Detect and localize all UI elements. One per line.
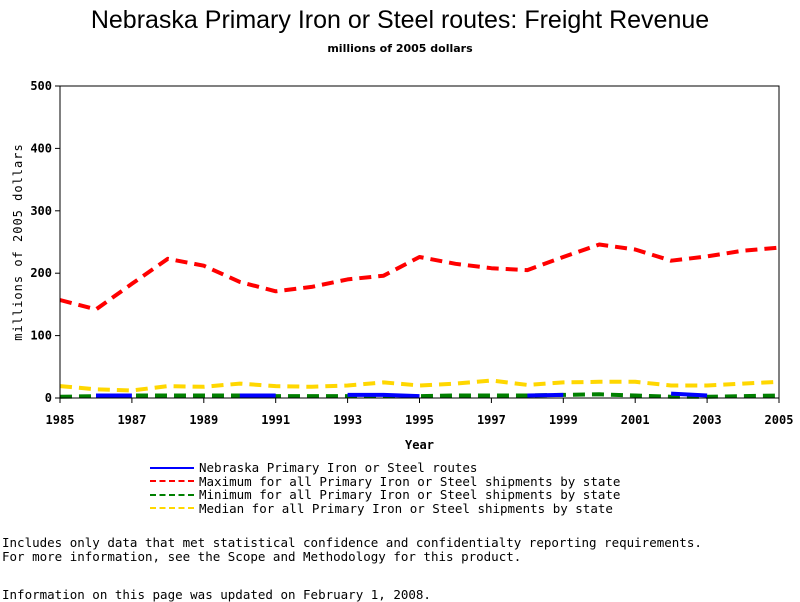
legend-swatch xyxy=(150,507,194,510)
legend-label: Minimum for all Primary Iron or Steel sh… xyxy=(199,487,621,502)
legend-swatch xyxy=(150,480,194,483)
legend-item: Median for all Primary Iron or Steel shi… xyxy=(150,500,620,516)
series-line xyxy=(59,242,780,312)
series-line xyxy=(59,392,780,399)
x-tick-label: 1991 xyxy=(261,413,290,427)
x-tick-label: 2005 xyxy=(765,413,794,427)
series-line xyxy=(59,378,780,393)
legend: Nebraska Primary Iron or Steel routes Ma… xyxy=(150,461,620,515)
x-tick-label: 1997 xyxy=(477,413,506,427)
x-tick-label: 1987 xyxy=(117,413,146,427)
series-line xyxy=(527,392,564,398)
x-tick-label: 1985 xyxy=(46,413,75,427)
x-tick-label: 1995 xyxy=(405,413,434,427)
footnote-line: Includes only data that met statistical … xyxy=(2,535,702,550)
y-tick-label: 0 xyxy=(45,391,52,405)
y-tick-label: 100 xyxy=(30,329,52,343)
x-tick-label: 2001 xyxy=(621,413,650,427)
chart-title: Nebraska Primary Iron or Steel routes: F… xyxy=(90,6,710,34)
legend-swatch xyxy=(150,493,194,496)
x-tick-label: 1993 xyxy=(333,413,362,427)
y-tick-label: 500 xyxy=(30,79,52,93)
update-note: Information on this page was updated on … xyxy=(2,587,431,602)
footnotes: Includes only data that met statistical … xyxy=(2,536,702,564)
x-tick-label: 1989 xyxy=(189,413,218,427)
series-line xyxy=(347,392,420,399)
legend-label: Nebraska Primary Iron or Steel routes xyxy=(199,460,478,475)
plot-frame xyxy=(59,85,780,399)
legend-swatch xyxy=(150,466,194,469)
footnote-line: For more information, see the Scope and … xyxy=(2,549,522,564)
y-tick-label: 400 xyxy=(30,141,52,155)
y-axis-label: millions of 2005 dollars xyxy=(11,143,25,340)
x-tick-label: 1999 xyxy=(549,413,578,427)
legend-item: Minimum for all Primary Iron or Steel sh… xyxy=(150,488,620,502)
y-tick-label: 300 xyxy=(30,204,52,218)
legend-item: Maximum for all Primary Iron or Steel sh… xyxy=(150,473,621,489)
x-tick-label: 2003 xyxy=(693,413,722,427)
legend-label: Maximum for all Primary Iron or Steel sh… xyxy=(199,473,621,489)
x-axis-label: Year xyxy=(405,438,434,452)
axes: 0 100 200 300 400 500 1985 1987 1989 1991 1993 1995… xyxy=(11,79,793,452)
y-tick-label: 200 xyxy=(30,266,52,280)
line-chart: 0 100 200 300 400 500 1985 1987 1989 1991 1993 1995… xyxy=(11,79,793,452)
chart-subtitle: millions of 2005 dollars xyxy=(327,42,473,55)
series-lines xyxy=(59,242,780,399)
legend-label: Median for all Primary Iron or Steel shi… xyxy=(199,500,613,516)
legend-item: Nebraska Primary Iron or Steel routes xyxy=(150,461,620,475)
series-line xyxy=(670,391,708,398)
